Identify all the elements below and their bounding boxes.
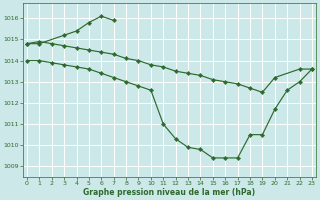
X-axis label: Graphe pression niveau de la mer (hPa): Graphe pression niveau de la mer (hPa) (84, 188, 256, 197)
